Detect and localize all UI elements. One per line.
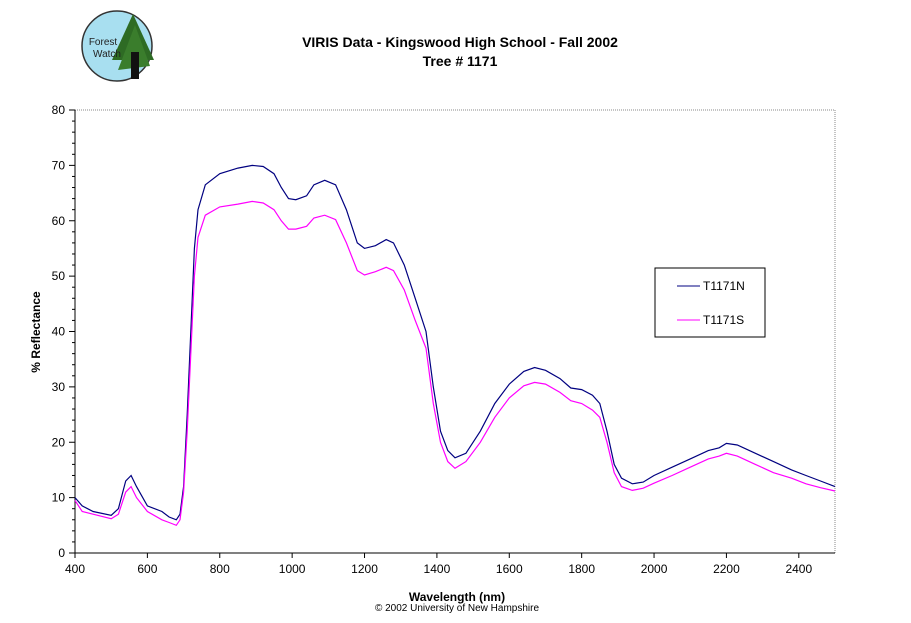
- x-tick-label: 1800: [568, 562, 595, 576]
- y-tick-label: 70: [52, 158, 66, 172]
- y-tick-label: 0: [58, 546, 65, 560]
- y-axis-label: % Reflectance: [29, 291, 43, 373]
- y-tick-label: 30: [52, 380, 66, 394]
- logo-text-forest: Forest: [89, 37, 118, 48]
- x-tick-label: 2400: [785, 562, 812, 576]
- forest-watch-logo: Forest Watch: [81, 10, 154, 82]
- x-tick-label: 2000: [641, 562, 668, 576]
- y-tick-label: 10: [52, 491, 66, 505]
- y-tick-label: 80: [52, 103, 66, 117]
- y-tick-label: 50: [52, 269, 66, 283]
- y-tick-label: 20: [52, 435, 66, 449]
- legend-label-n: T1171N: [703, 279, 745, 293]
- axes: 0 10 20 30 40 50 60 70 80 400 600 800 1000 1200 1400 16…: [52, 103, 835, 576]
- series-line-t1171n: [74, 164, 836, 521]
- series-line-t1171s: [74, 200, 836, 527]
- x-tick-label: 1200: [351, 562, 378, 576]
- x-tick-label: 400: [65, 562, 85, 576]
- chart-subtitle: Tree # 1171: [423, 53, 498, 69]
- x-tick-label: 1400: [424, 562, 451, 576]
- x-tick-label: 2200: [713, 562, 740, 576]
- legend: T1171N T1171S: [654, 267, 766, 338]
- x-tick-label: 1600: [496, 562, 523, 576]
- chart-title: VIRIS Data - Kingswood High School - Fal…: [302, 34, 618, 50]
- x-tick-label: 1000: [279, 562, 306, 576]
- y-tick-label: 60: [52, 214, 66, 228]
- y-tick-label: 40: [52, 325, 66, 339]
- x-tick-label: 600: [137, 562, 157, 576]
- logo-text-watch: Watch: [93, 49, 121, 60]
- series-lines: [74, 164, 836, 527]
- x-tick-label: 800: [210, 562, 230, 576]
- x-axis-label: Wavelength (nm): [409, 590, 505, 604]
- copyright-text: © 2002 University of New Hampshire: [375, 603, 540, 614]
- legend-label-s: T1171S: [703, 313, 744, 327]
